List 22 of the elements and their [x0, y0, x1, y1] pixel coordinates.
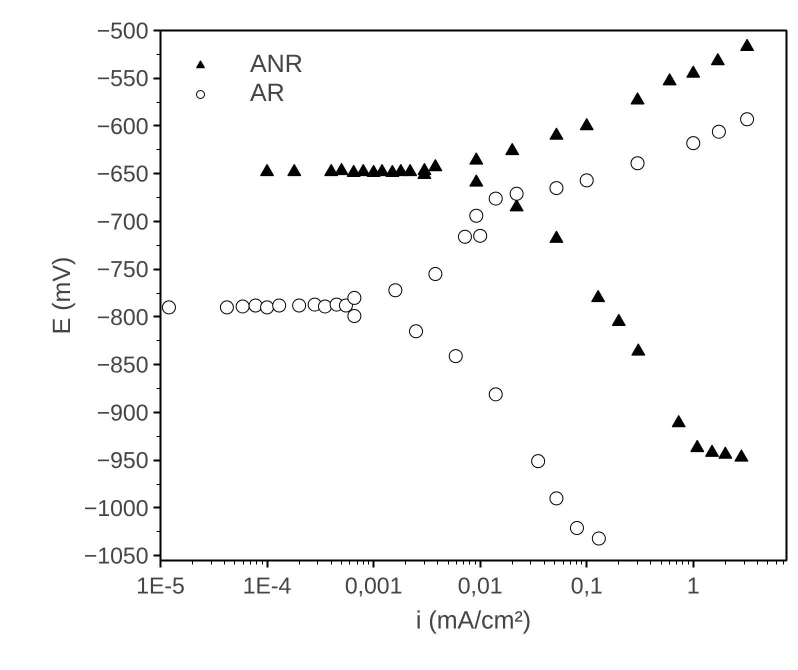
- y-tick-label: −600: [96, 112, 149, 139]
- y-tick-label: −750: [96, 256, 149, 282]
- y-tick-label: −500: [96, 18, 149, 44]
- x-axis-title: i (mA/cm²): [416, 606, 532, 634]
- y-axis-title: E (mV): [48, 256, 76, 334]
- y-tick-label: −850: [96, 352, 149, 378]
- x-tick-label: 1: [686, 572, 700, 598]
- x-tick-label: 0,001: [344, 572, 402, 598]
- x-tick-label: 1E-4: [242, 572, 292, 598]
- legend-label: ANR: [250, 50, 303, 79]
- x-tick-label: 0,01: [458, 572, 503, 598]
- x-tick-label: 1E-5: [136, 572, 185, 598]
- y-tick-label: −800: [96, 304, 149, 330]
- y-tick-label: −1000: [84, 494, 149, 521]
- y-tick-label: −950: [96, 447, 149, 474]
- y-tick-label: −650: [96, 160, 149, 187]
- legend-label: AR: [250, 79, 285, 108]
- x-tick-label: 0,1: [570, 572, 603, 598]
- y-tick-label: −700: [96, 208, 149, 234]
- y-tick-label: −900: [96, 399, 149, 426]
- y-tick-label: −550: [96, 65, 149, 92]
- y-tick-label: −1050: [84, 542, 149, 569]
